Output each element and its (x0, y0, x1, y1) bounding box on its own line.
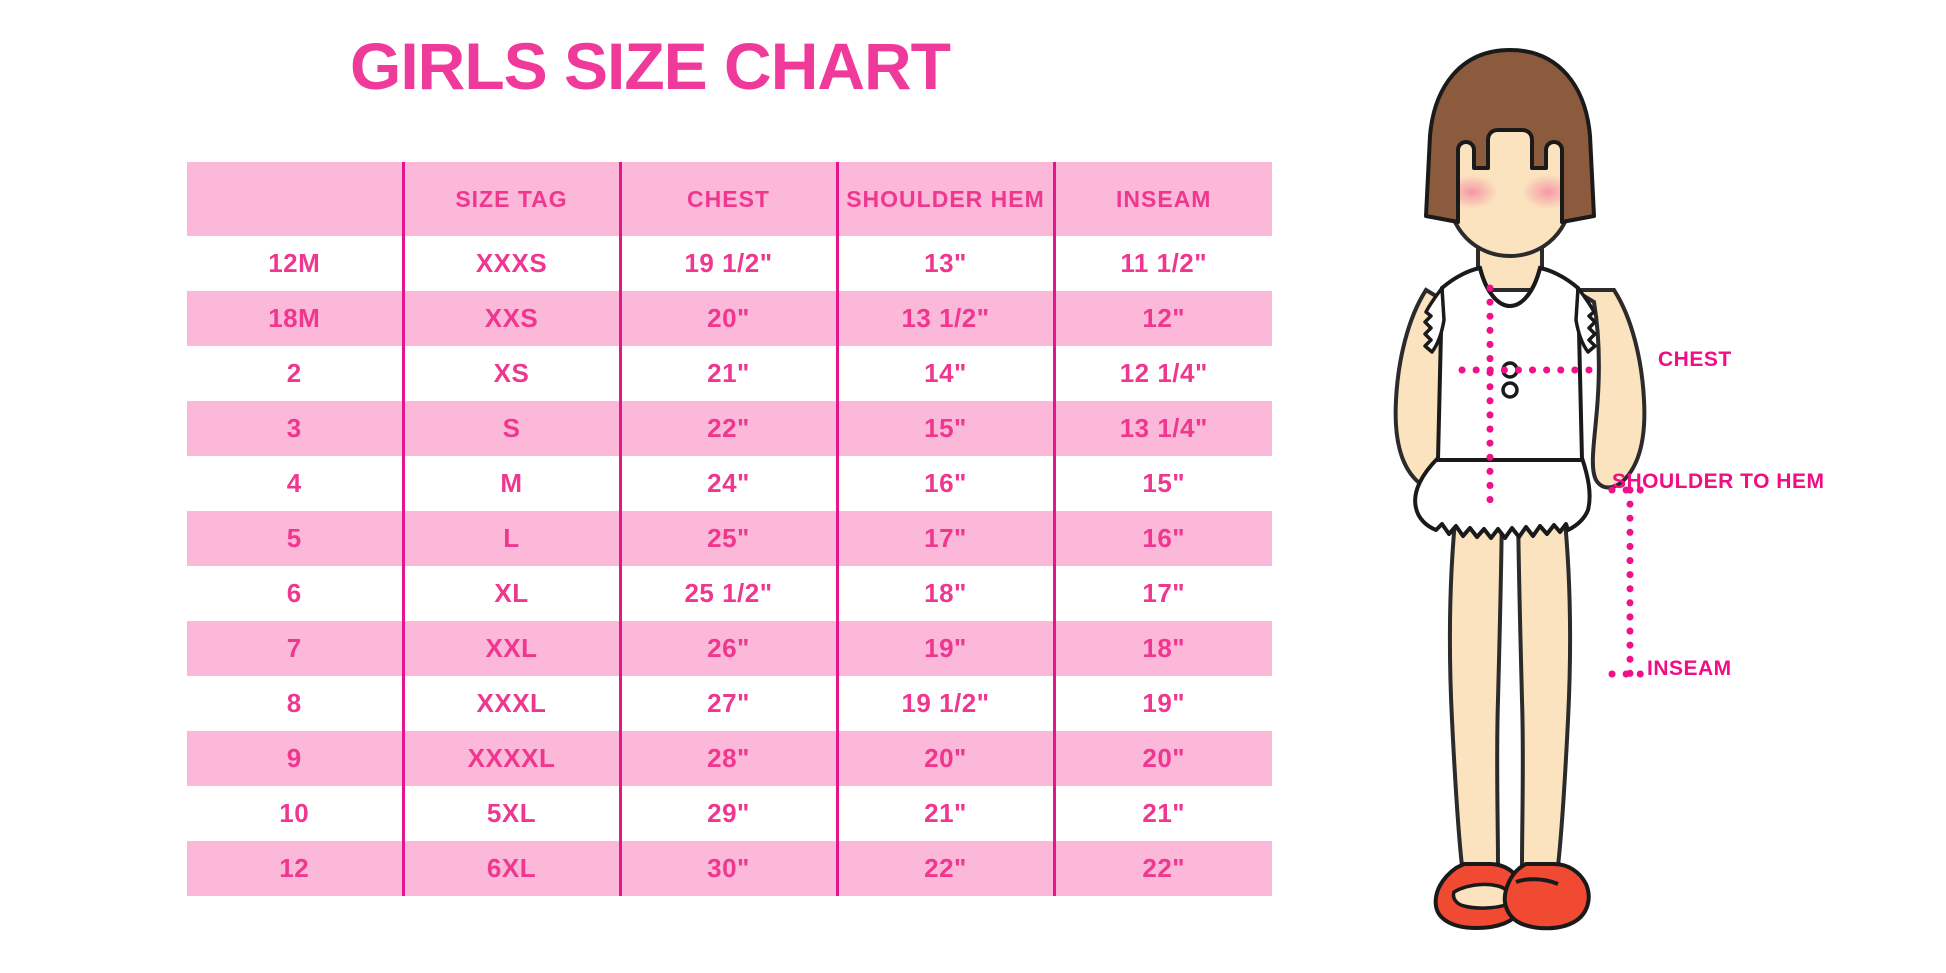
label-chest: CHEST (1658, 348, 1732, 371)
cell-size-tag: L (401, 511, 620, 566)
cell-inseam: 11 1/2" (1052, 236, 1272, 291)
cell-size-tag: 5XL (401, 786, 620, 841)
table-row: 8 XXXL 27" 19 1/2" 19" (187, 676, 1272, 731)
girl-illustration (1330, 40, 1690, 940)
cell-size: 12 (187, 841, 403, 896)
cell-chest: 28" (618, 731, 837, 786)
figure-top (1423, 265, 1597, 462)
cell-chest: 21" (618, 346, 837, 401)
table-header: SIZE TAG CHEST SHOULDER HEM INSEAM (187, 162, 1272, 236)
cell-size-tag: S (401, 401, 620, 456)
table-row: 3 S 22" 15" 13 1/4" (187, 401, 1272, 456)
figure-skirt (1413, 456, 1592, 540)
cell-shoulder-hem: 20" (835, 731, 1054, 786)
cell-size-tag: 6XL (401, 841, 620, 896)
cell-chest: 27" (618, 676, 837, 731)
cell-shoulder-hem: 13 1/2" (835, 291, 1054, 346)
cell-shoulder-hem: 22" (835, 841, 1054, 896)
cell-size: 2 (187, 346, 403, 401)
cell-inseam: 13 1/4" (1052, 401, 1272, 456)
column-header-shoulder-hem: SHOULDER HEM (835, 162, 1054, 236)
table-row: 12M XXXS 19 1/2" 13" 11 1/2" (187, 236, 1272, 291)
cell-size: 9 (187, 731, 403, 786)
cell-size: 6 (187, 566, 403, 621)
cell-inseam: 12" (1052, 291, 1272, 346)
cell-chest: 26" (618, 621, 837, 676)
cell-shoulder-hem: 19" (835, 621, 1054, 676)
cell-size: 7 (187, 621, 403, 676)
cell-inseam: 17" (1052, 566, 1272, 621)
label-shoulder-to-hem: SHOULDER TO HEM (1612, 470, 1825, 493)
cell-shoulder-hem: 19 1/2" (835, 676, 1054, 731)
cell-inseam: 19" (1052, 676, 1272, 731)
figure-head (1424, 48, 1596, 259)
cell-size-tag: XS (401, 346, 620, 401)
cell-chest: 29" (618, 786, 837, 841)
cell-shoulder-hem: 18" (835, 566, 1054, 621)
cell-size-tag: XL (401, 566, 620, 621)
table-row: 9 XXXXL 28" 20" 20" (187, 731, 1272, 786)
cell-size-tag: XXXXL (401, 731, 620, 786)
measurement-guides (1458, 284, 1650, 678)
cell-size: 12M (187, 236, 403, 291)
page-title: GIRLS SIZE CHART (349, 29, 951, 103)
cell-chest: 20" (618, 291, 837, 346)
column-header-chest: CHEST (618, 162, 837, 236)
cell-size-tag: XXXS (401, 236, 620, 291)
cell-size: 5 (187, 511, 403, 566)
table-row: 12 6XL 30" 22" 22" (187, 841, 1272, 896)
cell-size: 3 (187, 401, 403, 456)
cell-chest: 19 1/2" (618, 236, 837, 291)
cell-shoulder-hem: 14" (835, 346, 1054, 401)
button-bottom (1501, 381, 1519, 399)
cell-inseam: 21" (1052, 786, 1272, 841)
cell-size: 4 (187, 456, 403, 511)
cell-size: 10 (187, 786, 403, 841)
table-body: 12M XXXS 19 1/2" 13" 11 1/2" 18M XXS 20" 13 1/2"… (187, 236, 1272, 896)
table-row: 6 XL 25 1/2" 18" 17" (187, 566, 1272, 621)
table-row: 18M XXS 20" 13 1/2" 12" (187, 291, 1272, 346)
cell-size-tag: XXS (401, 291, 620, 346)
cell-shoulder-hem: 13" (835, 236, 1054, 291)
cell-size-tag: XXXL (401, 676, 620, 731)
column-header-inseam: INSEAM (1052, 162, 1272, 236)
cell-shoulder-hem: 17" (835, 511, 1054, 566)
cell-shoulder-hem: 21" (835, 786, 1054, 841)
table-header-row: SIZE TAG CHEST SHOULDER HEM INSEAM (187, 162, 1272, 236)
cell-size-tag: XXL (401, 621, 620, 676)
table-row: 5 L 25" 17" 16" (187, 511, 1272, 566)
column-header-size (187, 162, 403, 236)
cell-inseam: 16" (1052, 511, 1272, 566)
size-chart-table: SIZE TAG CHEST SHOULDER HEM INSEAM 12M XX… (187, 162, 1272, 896)
cell-size: 18M (187, 291, 403, 346)
cell-inseam: 12 1/4" (1052, 346, 1272, 401)
size-chart-table-container: SIZE TAG CHEST SHOULDER HEM INSEAM 12M XX… (187, 162, 1272, 896)
table-row: 2 XS 21" 14" 12 1/4" (187, 346, 1272, 401)
cell-size-tag: M (401, 456, 620, 511)
cell-size: 8 (187, 676, 403, 731)
cell-chest: 25" (618, 511, 837, 566)
figure-legs (1448, 490, 1572, 868)
cell-inseam: 15" (1052, 456, 1272, 511)
cell-chest: 30" (618, 841, 837, 896)
cell-inseam: 20" (1052, 731, 1272, 786)
figure-shoes (1433, 862, 1591, 931)
cell-chest: 24" (618, 456, 837, 511)
table-row: 4 M 24" 16" 15" (187, 456, 1272, 511)
cell-inseam: 22" (1052, 841, 1272, 896)
cell-shoulder-hem: 16" (835, 456, 1054, 511)
cell-shoulder-hem: 15" (835, 401, 1054, 456)
table-row: 10 5XL 29" 21" 21" (187, 786, 1272, 841)
table-row: 7 XXL 26" 19" 18" (187, 621, 1272, 676)
column-header-size-tag: SIZE TAG (401, 162, 620, 236)
cell-chest: 25 1/2" (618, 566, 837, 621)
cell-inseam: 18" (1052, 621, 1272, 676)
label-inseam: INSEAM (1647, 657, 1732, 680)
cell-chest: 22" (618, 401, 837, 456)
